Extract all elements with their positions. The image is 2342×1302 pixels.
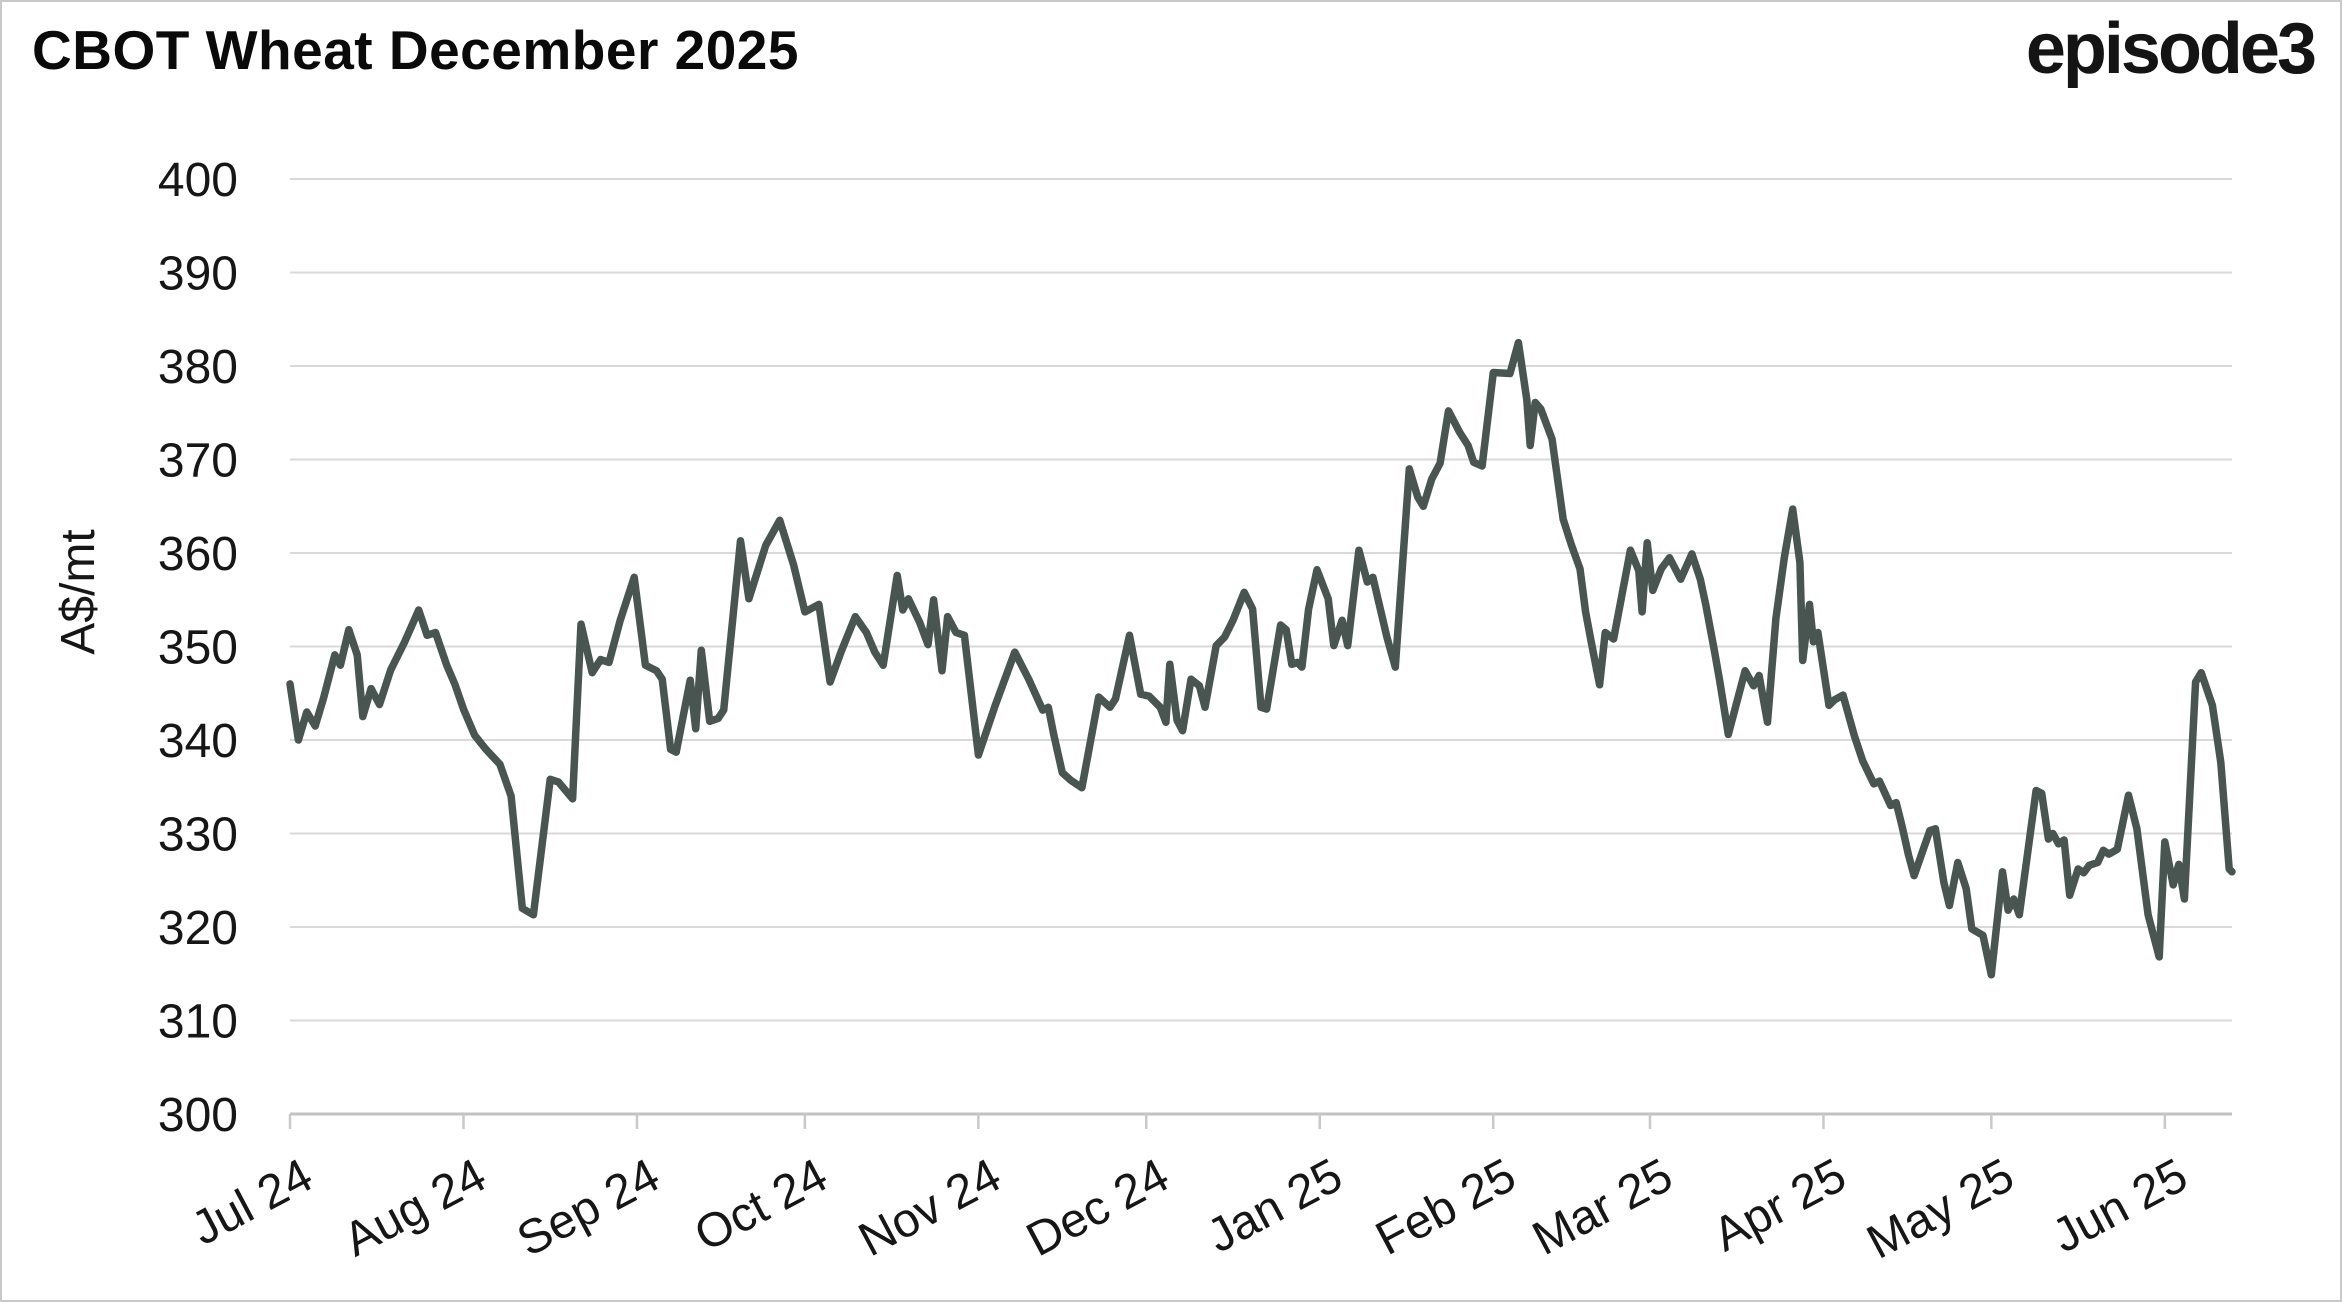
x-tick-label-Aug 24: Aug 24 [335, 1149, 494, 1267]
y-tick-label-370: 370 [158, 434, 238, 487]
x-tick-label-May 25: May 25 [1859, 1149, 2023, 1270]
x-tick-label-Jun 25: Jun 25 [2044, 1149, 2196, 1263]
episode3-logo: episode3 [2025, 9, 2317, 89]
x-tick-label-Sep 24: Sep 24 [509, 1149, 668, 1267]
chart-title: CBOT Wheat December 2025 [32, 19, 799, 81]
x-tick-label-Dec 24: Dec 24 [1018, 1149, 1177, 1267]
y-tick-label-380: 380 [158, 341, 238, 394]
y-tick-label-400: 400 [158, 154, 238, 207]
y-tick-label-350: 350 [158, 621, 238, 674]
y-tick-label-300: 300 [158, 1089, 238, 1142]
y-axis-label: A$/mt [52, 529, 105, 654]
x-tick-label-Jan 25: Jan 25 [1199, 1149, 1351, 1263]
y-tick-label-330: 330 [158, 808, 238, 861]
y-tick-label-340: 340 [158, 715, 238, 768]
x-tick-label-Nov 24: Nov 24 [850, 1149, 1009, 1267]
y-tick-label-310: 310 [158, 995, 238, 1048]
x-tick-label-Mar 25: Mar 25 [1524, 1149, 1681, 1266]
price-line-series-0 [286, 338, 2236, 979]
x-tick-label-Jul 24: Jul 24 [183, 1149, 321, 1256]
y-tick-label-320: 320 [158, 902, 238, 955]
x-tick-label-Apr 25: Apr 25 [1705, 1149, 1855, 1262]
y-tick-label-360: 360 [158, 528, 238, 581]
x-tick-label-Oct 24: Oct 24 [686, 1149, 836, 1262]
y-tick-label-390: 390 [158, 247, 238, 300]
x-tick-label-Feb 25: Feb 25 [1368, 1149, 1525, 1266]
